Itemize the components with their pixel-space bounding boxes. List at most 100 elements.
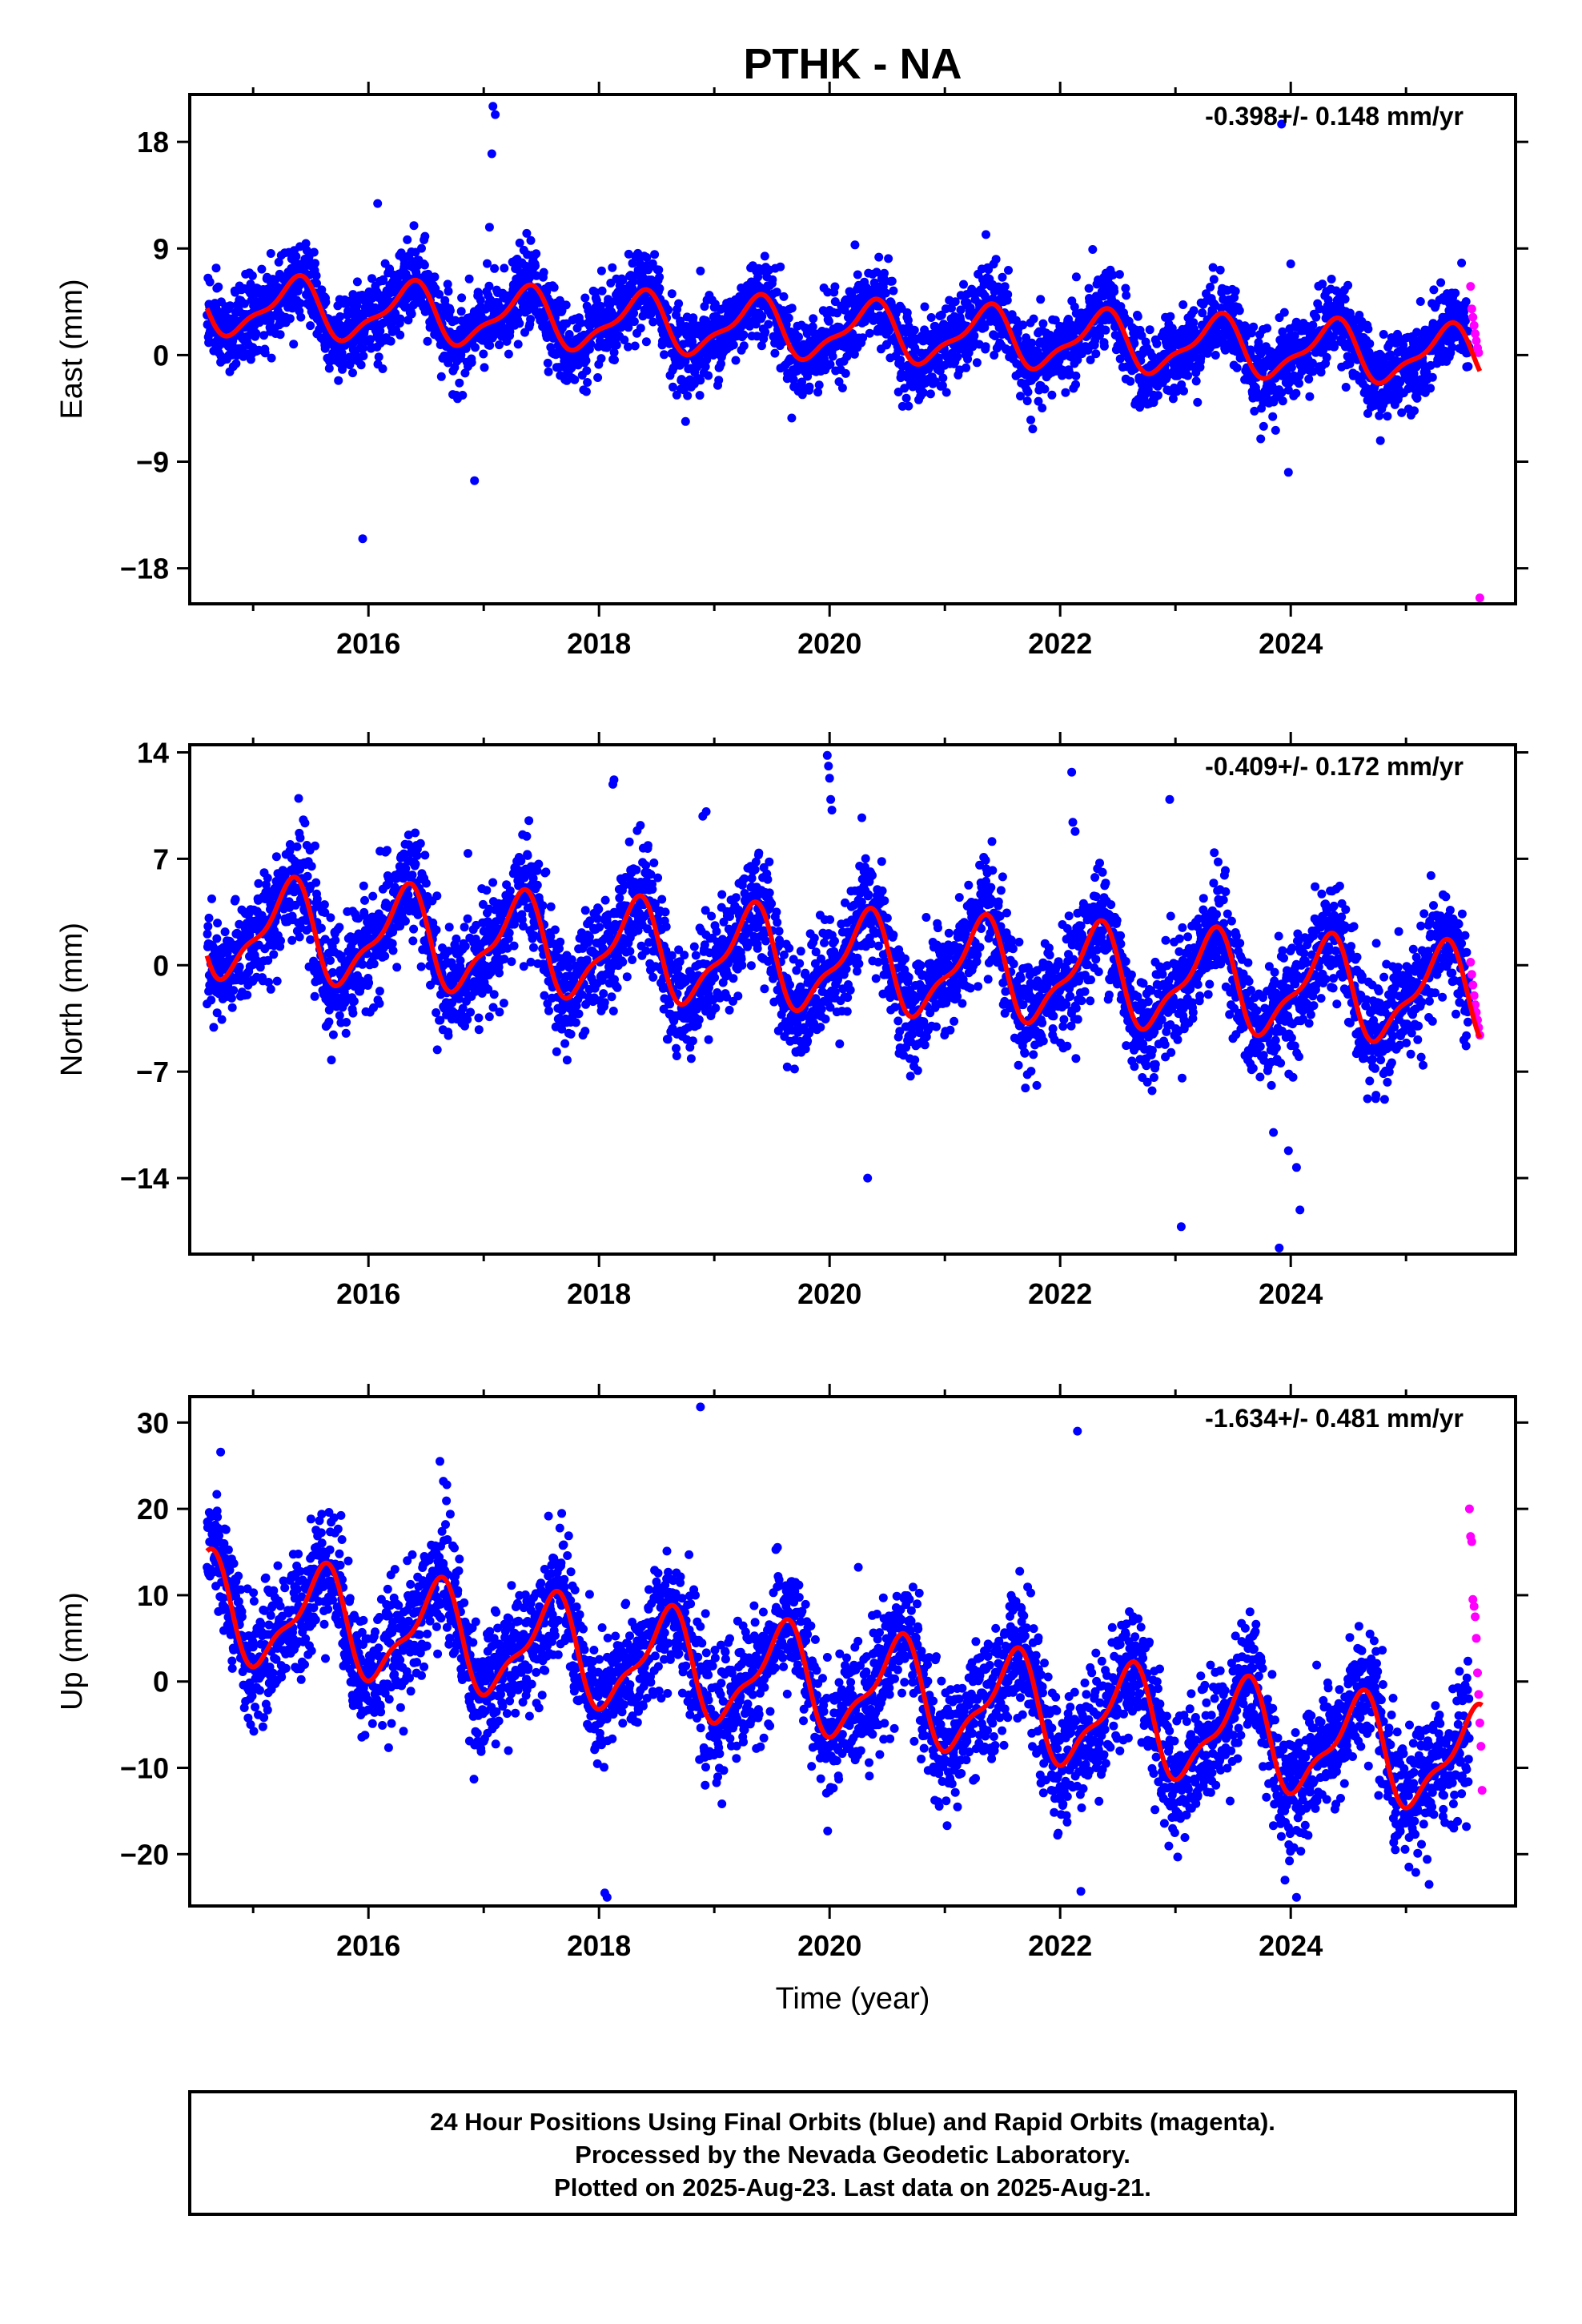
- east-final-point: [729, 340, 738, 350]
- east-final-point: [274, 257, 283, 267]
- east-final-point: [484, 281, 494, 291]
- east-final-point: [1152, 339, 1162, 348]
- east-final-point: [1426, 384, 1435, 393]
- east-final-point: [962, 363, 971, 372]
- east-final-point: [1322, 352, 1331, 362]
- east-final-point: [1291, 388, 1301, 398]
- north-final-point: [257, 911, 267, 920]
- east-final-point: [1029, 314, 1038, 324]
- east-final-point: [334, 376, 343, 385]
- east-final-point: [1311, 312, 1321, 322]
- east-final-point: [1305, 392, 1315, 401]
- north-final-point: [408, 936, 418, 946]
- north-final-point: [327, 1055, 336, 1065]
- east-final-point: [1415, 297, 1425, 306]
- east-final-point: [1084, 283, 1094, 293]
- east-final-point: [731, 356, 741, 365]
- east-final-point: [596, 266, 606, 275]
- east-rapid-point: [1468, 312, 1478, 322]
- east-final-point: [543, 358, 552, 368]
- east-x-tick-label: 2016: [336, 627, 400, 660]
- east-y-tick-label: 0: [153, 339, 169, 372]
- east-final-point: [317, 285, 327, 295]
- east-final-point: [825, 360, 835, 369]
- north-final-point: [488, 878, 498, 887]
- east-final-point: [260, 348, 270, 358]
- east-final-point: [608, 263, 617, 272]
- east-final-point: [1235, 306, 1244, 316]
- east-final-point: [636, 324, 645, 333]
- east-final-point: [1315, 304, 1324, 314]
- east-final-point: [770, 348, 780, 358]
- east-final-point: [409, 221, 419, 231]
- east-final-point: [564, 330, 574, 339]
- east-final-point: [761, 328, 770, 337]
- east-final-point: [576, 318, 585, 328]
- east-final-point: [266, 249, 275, 258]
- east-outlier-point: [484, 223, 494, 232]
- east-final-point: [1460, 316, 1470, 326]
- north-final-point: [311, 878, 321, 887]
- east-final-point: [809, 314, 818, 324]
- east-final-point: [757, 312, 767, 321]
- east-final-point: [849, 349, 859, 359]
- east-final-point: [1464, 362, 1473, 372]
- east-final-point: [583, 378, 592, 387]
- east-final-point: [321, 297, 331, 307]
- east-final-point: [443, 279, 452, 289]
- east-final-point: [920, 302, 930, 312]
- east-final-point: [1330, 342, 1339, 352]
- north-final-point: [495, 1007, 504, 1017]
- east-final-point: [650, 250, 660, 259]
- east-final-point: [1209, 275, 1219, 284]
- east-final-point: [1206, 283, 1215, 292]
- east-final-point: [1422, 368, 1431, 377]
- east-final-point: [1154, 391, 1162, 400]
- north-final-point: [375, 999, 384, 1008]
- north-final-point: [456, 955, 465, 965]
- east-final-point: [1341, 383, 1351, 392]
- north-final-point: [285, 846, 295, 855]
- east-final-point: [1040, 384, 1050, 394]
- north-final-point: [292, 842, 302, 851]
- north-final-point: [295, 932, 304, 942]
- east-outlier-point: [358, 534, 367, 544]
- north-final-point: [264, 978, 273, 987]
- east-final-point: [1179, 386, 1188, 396]
- east-final-point: [667, 289, 677, 299]
- east-y-tick-label: −9: [136, 446, 169, 479]
- east-final-point: [586, 340, 596, 349]
- east-final-point: [704, 371, 713, 380]
- north-final-point: [416, 962, 426, 971]
- east-final-point: [833, 308, 842, 318]
- east-outlier-point: [1283, 468, 1293, 477]
- north-final-point: [227, 993, 236, 1003]
- east-final-point: [231, 359, 241, 368]
- east-final-point: [926, 389, 935, 399]
- east-final-point: [1457, 258, 1467, 267]
- north-final-point: [326, 913, 335, 923]
- east-x-tick-label: 2022: [1028, 627, 1092, 660]
- north-final-point: [341, 1028, 351, 1038]
- east-final-point: [1091, 349, 1101, 359]
- east-final-point: [514, 308, 524, 318]
- north-final-point: [263, 955, 273, 965]
- east-final-point: [695, 391, 705, 400]
- east-final-point: [1133, 312, 1142, 321]
- east-final-point: [776, 262, 785, 271]
- east-final-point: [1290, 331, 1299, 340]
- east-final-point: [1167, 324, 1177, 333]
- east-final-point: [620, 336, 629, 344]
- east-final-point: [824, 316, 833, 326]
- east-final-point: [464, 274, 474, 283]
- east-final-point: [1027, 338, 1037, 348]
- east-outlier-point: [470, 476, 480, 485]
- north-final-point: [349, 996, 359, 1006]
- east-final-point: [515, 238, 524, 247]
- east-final-point: [1451, 288, 1460, 298]
- east-final-point: [1447, 343, 1457, 352]
- east-final-point: [947, 304, 956, 313]
- east-final-point: [966, 303, 975, 312]
- north-final-point: [460, 942, 470, 951]
- east-final-point: [352, 301, 362, 311]
